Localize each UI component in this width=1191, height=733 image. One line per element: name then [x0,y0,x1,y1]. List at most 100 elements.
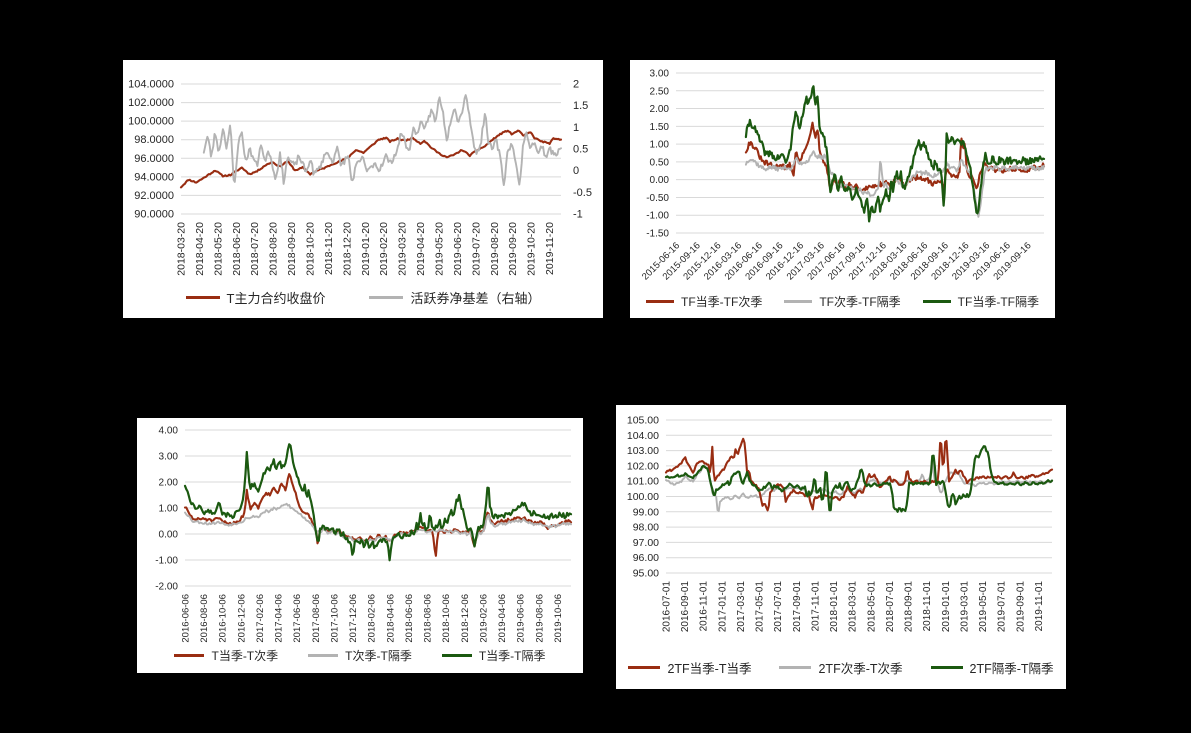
x-axis-tick-label: 2018-08-06 [423,594,434,643]
y-axis-tick-label: 104.00 [627,430,659,442]
legend-line-swatch-gray [779,665,812,670]
x-axis-tick-label: 2019-02-06 [478,594,489,643]
legend-label: T次季-T隔季 [345,649,412,663]
y-axis-tick-label: 103.00 [627,445,659,457]
y-axis-tick-label: 101.00 [627,476,659,488]
chart-svg-2tf-minus-t-spreads: 105.00 104.00 103.00 102.00 101.00 100.00 99.0… [627,415,1054,633]
x-axis-tick-label: 2019-06-20 [452,222,464,276]
x-axis-tick-label: 2016-10-06 [218,594,229,643]
y-axis-tick-label: 90.0000 [134,209,174,221]
y-axis-right-tick-label: 0 [573,165,579,177]
x-axis-tick-label: 2018-07-20 [249,222,261,276]
x-axis-tick-label: 2018-06-20 [231,222,243,276]
y-axis-tick-label: 2.00 [650,104,670,115]
x-axis-tick-label: 2018-03-20 [176,222,188,276]
legend-item-green: T当季-T隔季 [441,647,546,664]
x-axis-tick-label: 2019-04-06 [497,594,508,643]
chart-svg-t-main-contract-close: 104.0000 102.0000 100.0000 98.0000 96.0000 94… [128,79,592,276]
y-axis-tick-label: -1.00 [646,211,669,222]
y-axis-right-tick-label: 1.5 [573,100,588,112]
y-axis-right-tick-label: -0.5 [573,187,592,199]
series-line-red [183,473,573,557]
x-axis-tick-label: 2018-04-20 [194,222,206,276]
y-axis-tick-label: 0.50 [650,157,670,168]
y-axis-tick-label: 95.00 [633,568,659,580]
x-axis-tick-label: 2018-04-06 [385,594,396,643]
legend-label: TF次季-TF隔季 [819,295,901,309]
x-axis-tick-label: 2019-04-20 [415,222,427,276]
x-axis-tick-label: 2017-09-01 [792,581,803,633]
series-line-gray [184,502,572,544]
y-axis-tick-label: 1.50 [650,122,670,133]
legend-line-swatch-gray [308,653,339,658]
chart-panel-t-calendar-spreads: 4.00 3.00 2.00 1.00 0.00 -1.00 -2.00 2016-06-06… [137,418,583,673]
x-axis-tick-label: 2018-10-06 [441,594,452,643]
legend-line-swatch-gray [369,295,404,300]
y-axis-tick-label: 0.00 [159,530,179,541]
series-line-green [183,443,573,562]
y-axis-tick-label: 94.0000 [134,171,174,183]
series-line-green [744,85,1046,223]
x-axis-tick-label: 2017-10-06 [329,594,340,643]
y-axis-right-tick-label: 0.5 [573,144,588,156]
y-axis-tick-label: 98.0000 [134,134,174,146]
y-axis-tick-label: 1.00 [650,140,670,151]
x-axis-tick-label: 2017-11-01 [810,581,821,632]
x-axis-tick-label: 2017-04-06 [274,594,285,643]
x-axis-tick-label: 2019-03-20 [397,222,409,276]
legend-line-swatch-green [922,299,951,304]
x-axis-tick-label: 2017-02-06 [255,594,266,643]
x-axis-tick-label: 2019-02-20 [378,222,390,276]
x-axis-tick-label: 2018-03-01 [848,581,859,633]
y-axis-tick-label: 0.00 [650,175,670,186]
x-axis-tick-label: 2017-12-06 [348,594,359,643]
x-axis-tick-label: 2019-05-01 [978,581,989,633]
chart-canvas: 3.00 2.50 2.00 1.50 1.00 0.50 0.00 -0.50 -1.00 -1… [630,60,1055,318]
chart-canvas: 105.00 104.00 103.00 102.00 101.00 100.00 99.0… [616,405,1066,689]
y-axis-tick-label: 3.00 [159,452,179,463]
x-axis-tick-label: 2017-08-06 [311,594,322,643]
x-axis-tick-label: 2018-07-01 [885,581,896,633]
y-axis-tick-label: 104.0000 [128,79,174,91]
legend-line-swatch-red [185,295,220,300]
y-axis-right-tick-label: 2 [573,79,579,91]
legend-line-swatch-green [441,653,472,658]
y-axis-right-tick-label: 1 [573,122,579,134]
x-axis-tick-label: 2018-12-06 [460,594,471,643]
x-axis-tick-label: 2019-09-20 [507,222,519,276]
x-axis-tick-label: 2018-11-01 [922,581,933,632]
legend-label: 2TF次季-T次季 [818,662,903,676]
x-axis-tick-label: 2018-05-20 [212,222,224,276]
series-line-gray [202,94,562,187]
chart-legend: 2TF当季-T当季 2TF次季-T次季 2TF隔季-T隔季 [616,658,1066,677]
legend-line-swatch-red [646,299,674,304]
legend-label: 2TF隔季-T隔季 [969,662,1054,676]
legend-item-gray: 2TF次季-T次季 [779,658,903,677]
x-axis-tick-label: 2018-02-06 [367,594,378,643]
y-axis-tick-label: -1.50 [646,229,669,240]
series-line-gray [665,454,1053,512]
chart-legend: T当季-T次季 T次季-T隔季 T当季-T隔季 [137,647,583,664]
y-axis-tick-label: 96.0000 [134,153,174,165]
chart-canvas: 104.0000 102.0000 100.0000 98.0000 96.0000 94… [123,60,603,318]
x-axis-tick-label: 2018-09-20 [286,222,298,276]
x-axis-tick-label: 2019-08-20 [489,222,501,276]
x-axis-tick-label: 2016-09-01 [680,581,691,633]
x-axis-tick-label: 2016-07-01 [662,581,673,633]
y-axis-tick-label: 96.00 [633,552,659,564]
chart-panel-2tf-t-spreads: 105.00 104.00 103.00 102.00 101.00 100.00 99.0… [616,405,1066,689]
legend-item-red: T当季-T次季 [174,647,278,664]
x-axis-tick-label: 2018-06-06 [404,594,415,643]
chart-svg-t-calendar-spreads: 4.00 3.00 2.00 1.00 0.00 -1.00 -2.002016-06-06… [155,426,573,643]
chart-svg-tf-calendar-spreads: 3.00 2.50 2.00 1.50 1.00 0.50 0.00 -0.50 -1.00 -1… [640,69,1046,282]
legend-label: T当季-T次季 [211,649,279,663]
y-axis-tick-label: 98.00 [633,522,659,534]
legend-item-green: 2TF隔季-T隔季 [930,658,1054,677]
x-axis-tick-label: 2018-01-01 [829,581,840,633]
legend-label: 2TF当季-T当季 [667,662,752,676]
x-axis-tick-label: 2017-01-01 [717,581,728,633]
x-axis-tick-label: 2017-05-01 [755,581,766,633]
x-axis-tick-label: 2019-07-20 [470,222,482,276]
x-axis-tick-label: 2017-07-01 [773,581,784,633]
chart-legend: T主力合约收盘价 活跃券净基差（右轴） [123,288,603,307]
